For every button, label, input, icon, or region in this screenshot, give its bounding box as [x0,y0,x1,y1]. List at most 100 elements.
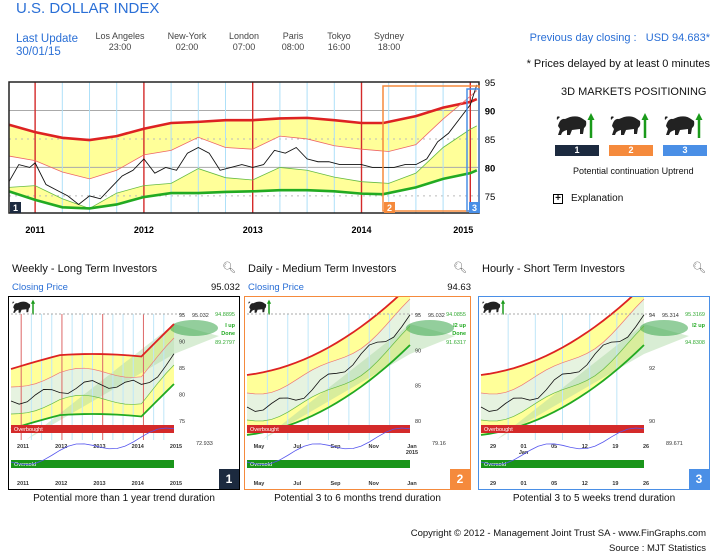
series-inner_upper [8,90,478,180]
price-tag: 95.032 [428,313,445,319]
x-tick-label: 2015 [453,225,473,235]
panel-title: Weekly - Long Term Investors [12,263,158,275]
x-tick-label: 2012 [134,225,154,235]
y-tick-label: 75 [179,419,185,425]
band-line [10,353,175,405]
panel-graph: 95.032 94.0855 I2 up Done 91.6317 79.16 95 90 85… [246,297,467,487]
band-line [246,297,399,376]
y-tick-label: 75 [485,192,496,203]
target-status-2: Done [452,331,466,337]
bull-up-icon [610,112,650,138]
x-tick-label: 01 [521,481,527,487]
horizon-number: 3 [689,469,709,489]
magnifier-icon[interactable]: 🔍︎ [222,262,236,274]
panel-chart-2[interactable]: 2 95.032 94.0855 I2 up Done 91.6317 79.16 95 90 8… [244,296,471,490]
closing-price-value: 94.63 [447,282,471,293]
oversold-bar [247,460,410,468]
city-time: New-York 02:00 [152,31,222,53]
city-name: New-York [167,31,207,41]
city-time: London 07:00 [209,31,279,53]
band-line [246,325,411,422]
target-low: 89.2797 [215,340,235,346]
target-zone [170,320,218,336]
price-tag: 95.314 [662,313,679,319]
horizon-number: 1 [219,469,239,489]
trend-cone [496,324,689,440]
city-name: London [228,31,260,41]
panel-title: Daily - Medium Term Investors [248,263,397,275]
city-time: Los Angeles 23:00 [85,31,155,53]
x-tick-label: 19 [612,481,618,487]
closing-price-label: Closing Price [12,282,68,293]
x-tick-label: 2013 [93,481,105,487]
panel-chart-3[interactable]: 3 95.314 95.3169 I2 up 94.8308 89.671 94 92 90 29… [478,296,710,490]
copyright: Copyright © 2012 - Management Joint Trus… [410,528,706,539]
x-tick-label: 2015 [170,444,182,450]
target-high: 94.8895 [215,312,235,318]
last-update-date: 30/01/15 [16,46,61,58]
overbought-bar [247,425,410,433]
last-update: Last Update 30/01/15 [16,33,78,59]
trend-cone [26,324,219,440]
plus-icon[interactable]: + [553,193,563,204]
x-tick-label: 2014 [132,481,145,487]
x-tick-label: 2011 [17,481,29,487]
y-tick-label: 85 [485,135,496,146]
band-line [10,323,175,370]
x-tick-label: Nov [369,481,380,487]
bull-up-icon [556,112,596,138]
target-low: 91.6317 [446,340,466,346]
band-line [10,364,175,415]
x-tick-label: Jul [293,481,301,487]
y-tick-label: 90 [649,419,655,425]
overbought-bar [11,425,174,433]
city-clock: 07:00 [232,42,256,52]
target-zone [406,320,454,336]
horizon-badge: 2 [609,145,653,156]
trend-cone [262,324,455,440]
overbought-label: Overbought [14,427,43,433]
x-tick-label: May [254,481,266,487]
series-lower_band [8,169,478,210]
x-tick-label: 2014 [351,225,371,235]
city-clock: 18:00 [377,42,401,52]
y-tick-label: 94 [649,313,655,319]
x-tick-label: Sep [330,481,341,487]
y-tick-label: 90 [415,348,421,354]
explanation-toggle[interactable]: + Explanation [553,193,623,204]
x-tick-label: 26 [643,481,649,487]
y-tick-label: 95 [415,313,421,319]
city-clock: 08:00 [281,42,305,52]
x-tick-label: 2012 [55,444,67,450]
band-line [480,297,633,376]
horizon-marker-label: 3 [472,203,477,213]
magnifier-icon[interactable]: 🔍︎ [692,262,706,274]
bull-up-icon [664,112,704,138]
magnifier-icon[interactable]: 🔍︎ [453,262,467,274]
city-clock: 23:00 [108,42,132,52]
horizon-marker [10,202,21,213]
x-tick-label: 2011 [17,444,29,450]
explanation-label[interactable]: Explanation [571,193,624,204]
city-clock: 16:00 [327,42,351,52]
horizon-marker-label: 2 [387,203,392,213]
low-tag: 89.671 [666,441,683,447]
band-line [10,383,175,430]
inner-band-fill [9,90,477,209]
price-tag: 95.032 [192,313,209,319]
overbought-label: Overbought [484,427,513,433]
horizon-badge: 3 [663,145,707,156]
x-tick-label: 29 [490,481,496,487]
city-name: Sydney [373,31,405,41]
y-tick-label: 90 [179,340,185,346]
positioning-title: 3D MARKETS POSITIONING [561,86,707,98]
city-name: Paris [282,31,304,41]
series-price [8,84,478,206]
panel-chart-1[interactable]: 1 95.032 94.8895 I up Done 89.2797 72.933 95 90 8… [8,296,240,490]
city-time: Paris 08:00 [258,31,328,53]
overbought-label: Overbought [250,427,279,433]
closing-price-label: Closing Price [248,282,304,293]
x-tick-label: Jul [293,444,301,450]
low-tag: 72.933 [196,441,213,447]
delay-note: * Prices delayed by at least 0 minutes [526,58,710,70]
